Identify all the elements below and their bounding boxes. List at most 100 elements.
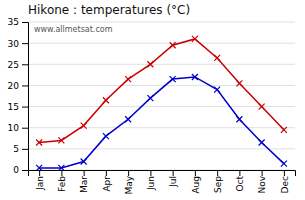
grid-line <box>28 127 295 128</box>
y-tick-label: 30 <box>8 39 20 49</box>
grid-line <box>28 148 295 149</box>
y-tick: 25 <box>8 60 28 70</box>
x-tick-mark <box>150 170 151 176</box>
x-tick-mark <box>84 170 85 176</box>
marker <box>214 55 220 61</box>
y-tick-label: 10 <box>8 123 20 133</box>
x-tick-mark <box>39 170 40 176</box>
x-tick-label: May <box>124 175 134 194</box>
grid-line <box>28 22 295 23</box>
y-tick-label: 35 <box>8 17 19 27</box>
y-tick-mark <box>22 22 28 23</box>
x-tick-label: Jul <box>168 176 178 188</box>
x-tick-label: Nov <box>257 175 267 193</box>
y-tick: 20 <box>8 81 28 91</box>
marker <box>236 116 242 122</box>
y-tick: 5 <box>13 144 28 154</box>
grid <box>28 22 295 170</box>
x-tick-mark <box>173 170 174 176</box>
x-tick-mark <box>61 170 62 176</box>
y-tick-mark <box>22 170 28 171</box>
x-tick: Apr <box>102 170 112 192</box>
marker <box>259 140 265 146</box>
y-tick: 30 <box>8 39 28 49</box>
x-tick-label: Apr <box>102 176 112 192</box>
y-tick-mark <box>22 85 28 86</box>
y-tick: 35 <box>8 17 28 27</box>
x-tick: Oct <box>235 170 245 192</box>
marker <box>125 76 131 82</box>
y-tick: 0 <box>13 165 28 175</box>
marker <box>58 137 64 143</box>
y-tick-mark <box>22 149 28 150</box>
x-tick: Jan <box>35 170 45 191</box>
x-tick-mark <box>195 170 196 176</box>
annotation: www.allmetsat.com <box>34 25 113 34</box>
x-tick-label: Jan <box>35 176 45 191</box>
marker <box>81 159 87 165</box>
y-tick-label: 5 <box>13 144 19 154</box>
x-tick: Feb <box>57 170 67 192</box>
y-axis-line <box>22 23 29 171</box>
x-tick-label: Sep <box>213 176 223 193</box>
marker <box>36 165 42 170</box>
x-tick-label: Jun <box>146 176 156 191</box>
y-tick-label: 0 <box>13 165 19 175</box>
x-tick-label: Aug <box>191 176 201 194</box>
marker <box>192 36 198 42</box>
grid-line <box>28 85 295 86</box>
grid-line <box>28 106 295 107</box>
title: Hikone : temperatures (°C) <box>28 3 190 17</box>
x-tick: Mar <box>79 170 89 193</box>
chart: 0 5 10 15 20 25 30 35 Jan Feb Mar Apr May Jun Jul Aug Se… <box>0 0 305 200</box>
grid-line <box>28 43 295 44</box>
marker <box>192 74 198 80</box>
y-tick-mark <box>22 107 28 108</box>
marker <box>36 140 42 146</box>
marker <box>103 133 109 139</box>
marker <box>281 161 287 167</box>
marker <box>170 42 176 48</box>
y-tick: 10 <box>8 123 28 133</box>
y-tick-label: 15 <box>8 102 19 112</box>
marker <box>81 123 87 129</box>
x-tick: Aug <box>191 170 201 194</box>
x-tick-label: Oct <box>235 176 245 192</box>
x-tick: Dec <box>280 170 290 193</box>
marks <box>36 36 287 170</box>
x-tick-label: Mar <box>79 176 89 193</box>
x-tick-mark <box>106 170 107 176</box>
marker <box>125 116 131 122</box>
x-tick-mark <box>284 170 285 176</box>
grid-line <box>28 64 295 65</box>
x-tick: May <box>124 170 134 195</box>
x-tick-label: Dec <box>280 176 290 193</box>
marker <box>147 61 153 67</box>
y-axis: 0 5 10 15 20 25 30 35 <box>8 17 29 175</box>
marker <box>236 80 242 86</box>
x-tick-mark <box>239 170 240 176</box>
x-tick-mark <box>262 170 263 176</box>
x-axis-line <box>29 171 296 177</box>
series <box>36 74 287 170</box>
marker <box>147 95 153 101</box>
x-tick-label: Feb <box>57 176 67 192</box>
plot: 0 5 10 15 20 25 30 35 Jan Feb Mar Apr May Jun Jul Aug Se… <box>8 17 296 194</box>
marker <box>58 165 64 170</box>
x-axis: Jan Feb Mar Apr May Jun Jul Aug Sep Oct Nov Dec <box>29 170 296 195</box>
y-tick-mark <box>22 64 28 65</box>
marker <box>214 87 220 93</box>
x-tick-mark <box>217 170 218 176</box>
x-tick: Jun <box>146 170 156 191</box>
y-tick-mark <box>22 43 28 44</box>
y-tick-mark <box>22 128 28 129</box>
x-tick: Nov <box>257 170 267 194</box>
marker <box>259 104 265 110</box>
marker <box>281 127 287 133</box>
marker <box>103 97 109 103</box>
marker <box>170 76 176 82</box>
line <box>39 77 284 168</box>
x-tick: Sep <box>213 170 223 193</box>
x-tick: Jul <box>168 170 178 188</box>
y-tick: 15 <box>8 102 28 112</box>
